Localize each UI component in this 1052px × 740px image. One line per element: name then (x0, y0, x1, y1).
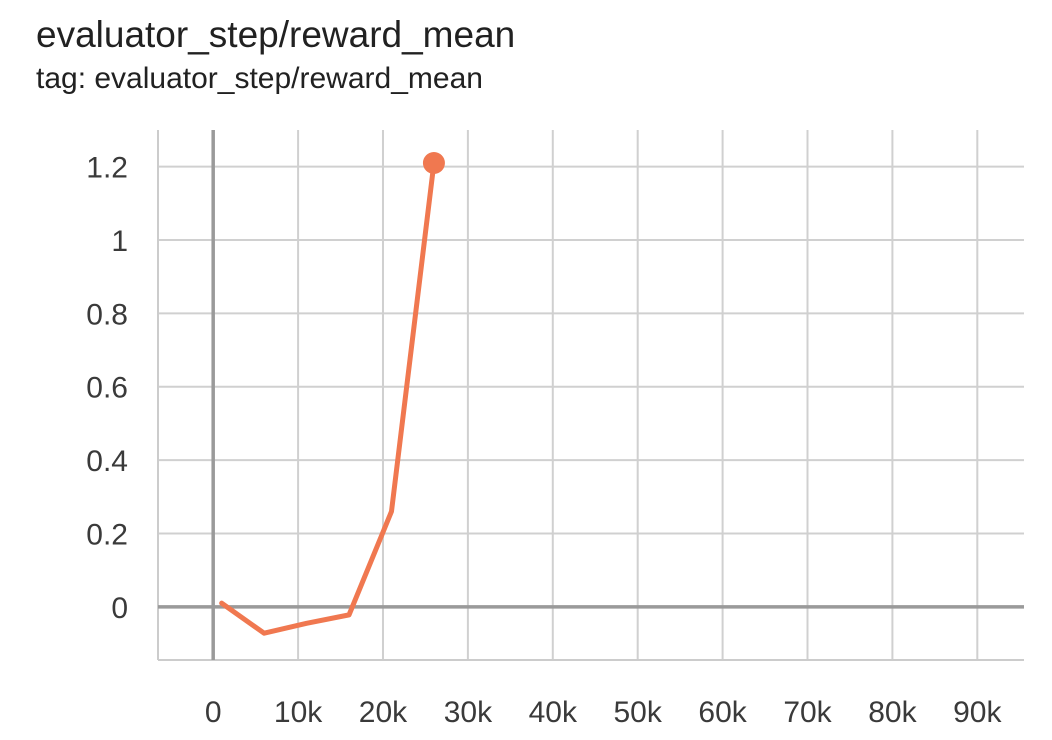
x-tick-label: 30k (444, 696, 493, 729)
chart-subtitle: tag: evaluator_step/reward_mean (36, 62, 483, 95)
y-tick-label: 0.2 (86, 518, 128, 551)
x-tick-label: 60k (698, 696, 747, 729)
series-line (219, 160, 437, 636)
x-tick-label: 90k (953, 696, 1002, 729)
grid-lines (158, 130, 1024, 660)
x-tick-label: 0 (205, 696, 222, 729)
y-tick-label: 0.6 (86, 372, 128, 405)
y-tick-label: 1 (111, 225, 128, 258)
x-tick-label: 10k (274, 696, 323, 729)
y-tick-label: 0.8 (86, 298, 128, 331)
chart-title: evaluator_step/reward_mean (36, 14, 516, 55)
x-tick-label: 80k (868, 696, 917, 729)
x-tick-label: 70k (783, 696, 832, 729)
y-tick-label: 1.2 (86, 152, 128, 185)
y-tick-label: 0 (111, 592, 128, 625)
tick-labels: 0 10k 20k 30k 40k 50k 60k 70k 80k 90k 0 0.2 0.4 0.6 0.… (86, 152, 1002, 729)
y-tick-label: 0.4 (86, 445, 128, 478)
x-tick-label: 50k (614, 696, 663, 729)
axes (157, 130, 1024, 661)
x-tick-label: 40k (529, 696, 578, 729)
series (219, 152, 445, 636)
x-tick-label: 20k (359, 696, 408, 729)
last-point-marker (422, 152, 445, 175)
